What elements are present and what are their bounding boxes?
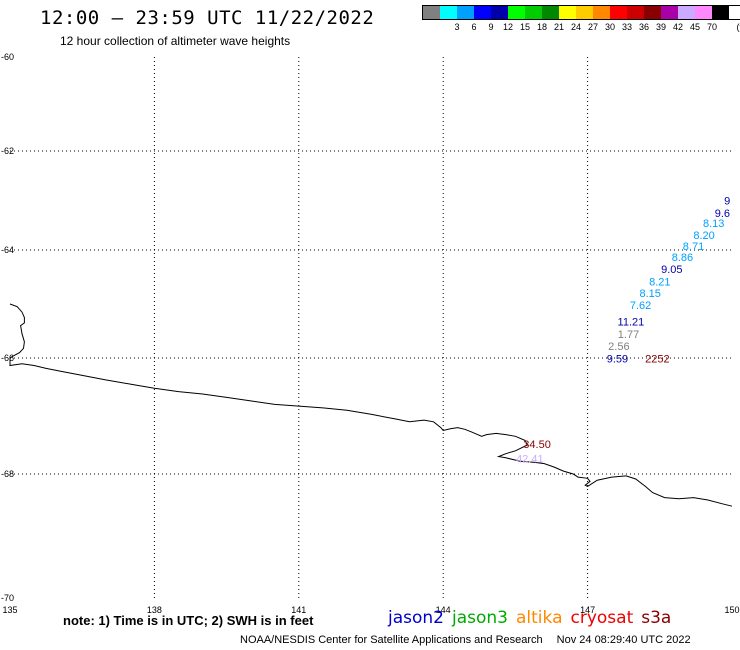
wave-height-label: 8.86 (672, 252, 693, 264)
legend-swatch (678, 6, 695, 19)
legend-label: 70 (706, 22, 718, 32)
latitude-label: -68 (1, 469, 14, 479)
latitude-label: -70 (1, 593, 14, 603)
legend-label: 9 (488, 22, 494, 32)
credit-footer: NOAA/NESDIS Center for Satellite Applica… (240, 634, 691, 646)
wave-height-label: 2.56 (608, 341, 629, 353)
legend-swatch (474, 6, 491, 19)
wave-height-label: 1.77 (618, 329, 639, 341)
legend-swatch (695, 6, 712, 19)
legend-color-bar (422, 5, 740, 20)
longitude-label: 141 (291, 605, 306, 615)
chart-title: 12:00 – 23:59 UTC 11/22/2022 (40, 7, 375, 29)
wave-height-label: 34.50 (523, 439, 551, 451)
latitude-label: -60 (1, 52, 14, 62)
legend-label: 6 (471, 22, 477, 32)
legend-label: 42 (672, 22, 684, 32)
legend-swatch (525, 6, 542, 19)
longitude-label: 147 (580, 605, 595, 615)
legend-swatch (423, 6, 440, 19)
wave-height-label: 9.59 (607, 354, 628, 366)
legend-label: 24 (570, 22, 582, 32)
wave-height-label: 2252 (645, 354, 669, 366)
legend-swatch (661, 6, 678, 19)
wave-height-label: 9.6 (715, 208, 730, 220)
wave-height-label: 8.15 (639, 288, 660, 300)
wave-height-label: 8.13 (703, 218, 724, 230)
legend-label: 12 (502, 22, 514, 32)
legend-unit: (ft) (736, 22, 740, 32)
credit-text: NOAA/NESDIS Center for Satellite Applica… (240, 634, 543, 646)
latitude-label: -62 (1, 146, 14, 156)
legend-swatch (457, 6, 474, 19)
chart-subtitle: 12 hour collection of altimeter wave hei… (60, 34, 291, 48)
legend-swatch (559, 6, 576, 19)
generated-timestamp: Nov 24 08:29:40 UTC 2022 (556, 634, 691, 646)
legend-swatch (627, 6, 644, 19)
wave-height-label: 9.05 (661, 264, 682, 276)
graticule-grid (10, 57, 732, 598)
wave-height-label: 9 (724, 196, 730, 208)
footnote: note: 1) Time is in UTC; 2) SWH is in fe… (63, 613, 314, 628)
legend-label: 30 (604, 22, 616, 32)
legend-label: 27 (587, 22, 599, 32)
latitude-label: -66 (1, 353, 14, 363)
satellite-name: jason2 (388, 608, 444, 628)
legend-label: 15 (519, 22, 531, 32)
legend-swatch (610, 6, 627, 19)
legend-label: 39 (655, 22, 667, 32)
satellite-name: cryosat (570, 608, 634, 628)
wave-height-label: 7.62 (630, 300, 651, 312)
legend-swatch (491, 6, 508, 19)
satellite-legend: jason2 jason3 altika cryosat s3a (388, 608, 679, 628)
legend-label: 21 (553, 22, 565, 32)
longitude-tick-labels: 135 138 141 144 147 150 (2, 605, 739, 615)
legend-label: 33 (621, 22, 633, 32)
legend-label: 3 (454, 22, 460, 32)
legend-swatch (440, 6, 457, 19)
wave-height-label: 42.41 (516, 453, 544, 465)
longitude-label: 150 (724, 605, 739, 615)
legend-label: 45 (689, 22, 701, 32)
legend-swatch (712, 6, 729, 19)
legend-swatch (644, 6, 661, 19)
longitude-label: 144 (436, 605, 451, 615)
wave-height-label: 8.21 (649, 276, 670, 288)
wave-height-labels: 99.68.138.208.718.869.058.218.157.62 11.2… (516, 196, 730, 466)
legend-swatch (593, 6, 610, 19)
satellite-name: altika (516, 608, 563, 628)
antarctic-coastline (9, 303, 733, 507)
satellite-name: s3a (641, 608, 672, 628)
legend-label: 18 (536, 22, 548, 32)
legend-label: 36 (638, 22, 650, 32)
legend-swatch (508, 6, 525, 19)
wave-height-label: 8.20 (693, 230, 714, 242)
latitude-tick-labels: -60 -62 -64 -66 -68 -70 (1, 52, 14, 603)
wave-height-label: 8.71 (683, 241, 704, 253)
wave-height-label: 11.21 (618, 316, 645, 328)
legend-swatch (542, 6, 559, 19)
legend-swatch (576, 6, 593, 19)
latitude-label: -64 (1, 245, 14, 255)
longitude-label: 138 (147, 605, 162, 615)
satellite-name: jason3 (452, 608, 508, 628)
longitude-label: 135 (2, 605, 17, 615)
